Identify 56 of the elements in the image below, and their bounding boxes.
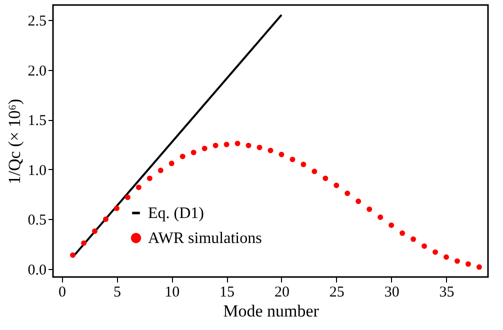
- point: [146, 176, 152, 182]
- point: [422, 243, 428, 249]
- point: [465, 261, 471, 267]
- point: [246, 142, 252, 148]
- point: [102, 216, 108, 222]
- point: [124, 194, 130, 200]
- y-tick-label: 2.5: [28, 13, 46, 30]
- point: [400, 230, 406, 236]
- point: [158, 168, 164, 174]
- point: [190, 150, 196, 156]
- point: [334, 182, 340, 188]
- x-tick-label: 25: [329, 284, 344, 300]
- point: [356, 198, 362, 204]
- x-tick-label: 5: [113, 284, 121, 300]
- legend-label: Eq. (D1): [148, 205, 204, 222]
- x-tick-label: 30: [384, 284, 400, 300]
- point: [234, 140, 240, 146]
- x-tick-label: 35: [439, 284, 454, 300]
- point: [366, 206, 372, 212]
- point: [444, 254, 449, 260]
- point: [432, 249, 438, 255]
- x-tick-label: 15: [220, 284, 235, 300]
- point: [180, 154, 186, 160]
- point: [268, 148, 274, 154]
- point: [378, 214, 384, 220]
- point: [70, 252, 76, 258]
- x-axis-title: Mode number: [223, 302, 320, 320]
- point: [278, 152, 284, 158]
- point: [136, 184, 142, 190]
- point: [476, 264, 482, 270]
- point: [92, 228, 98, 234]
- point: [388, 222, 394, 228]
- point: [212, 142, 218, 148]
- y-tick-label: 0.0: [28, 262, 46, 279]
- legend-label: AWR simulations: [148, 230, 262, 247]
- point: [224, 142, 230, 148]
- point: [202, 146, 208, 152]
- y-tick-label: 0.5: [28, 212, 46, 229]
- point: [322, 176, 328, 182]
- point: [454, 258, 460, 264]
- x-tick-label: 10: [164, 284, 180, 300]
- point: [410, 236, 416, 242]
- x-tick-label: 0: [58, 284, 66, 300]
- y-tick-label: 2.0: [28, 63, 46, 80]
- point: [81, 240, 86, 246]
- point: [114, 206, 120, 211]
- point: [300, 162, 306, 168]
- point: [256, 144, 262, 150]
- y-tick-label: 1.0: [28, 162, 46, 179]
- y-tick-label: 1.5: [28, 113, 46, 130]
- point: [312, 168, 318, 174]
- x-tick-label: 20: [274, 284, 290, 300]
- point: [344, 190, 350, 196]
- point: [168, 160, 174, 166]
- point: [290, 156, 296, 162]
- y-axis-title: 1/Qc (× 10⁶): [4, 98, 24, 184]
